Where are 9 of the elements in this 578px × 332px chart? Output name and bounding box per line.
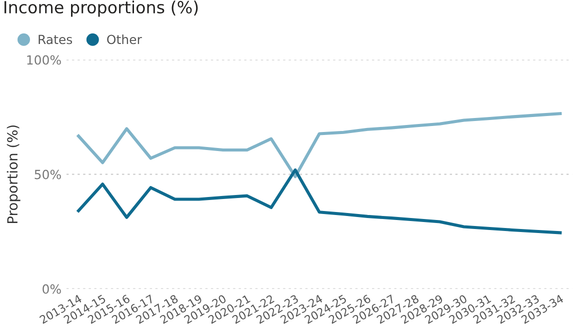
y-tick-label: 100%: [27, 55, 61, 65]
y-tick-label: 50%: [34, 170, 61, 180]
line-series: [76, 168, 562, 234]
y-axis-title: Proportion (%): [6, 125, 20, 223]
legend-label: Other: [107, 34, 142, 44]
chart-title: Income proportions (%): [4, 0, 198, 17]
y-tick-label: 0%: [42, 284, 61, 294]
line-series: [76, 112, 562, 178]
legend-label: Rates: [38, 34, 72, 44]
